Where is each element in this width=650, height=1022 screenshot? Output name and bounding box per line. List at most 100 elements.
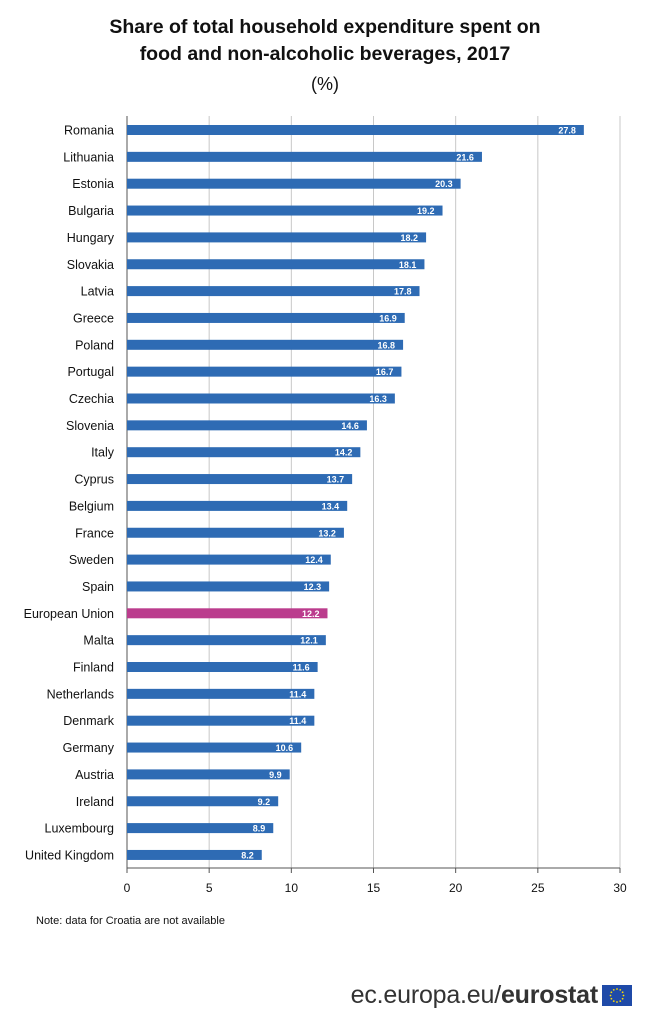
data-label: 10.6 (276, 743, 294, 753)
category-label: Germany (63, 741, 115, 755)
data-label: 16.7 (376, 367, 394, 377)
data-label: 8.9 (253, 824, 266, 834)
category-label: Slovakia (67, 258, 114, 272)
data-label: 9.9 (269, 770, 282, 780)
x-tick-label: 5 (206, 881, 213, 895)
bar (127, 312, 405, 323)
data-label: 16.9 (379, 313, 397, 323)
category-label: Greece (73, 311, 114, 325)
bar (127, 662, 318, 672)
footer-domain: ec.europa.eu/ (350, 980, 501, 1009)
category-label: European Union (24, 607, 114, 621)
bar (127, 232, 427, 243)
bar (127, 366, 402, 377)
bar (127, 608, 328, 619)
data-label: 11.4 (289, 689, 306, 699)
bar (127, 393, 395, 404)
bar (127, 554, 331, 565)
category-label: Luxembourg (45, 822, 115, 836)
category-label: United Kingdom (25, 848, 114, 862)
data-label: 19.2 (417, 206, 435, 216)
category-label: Ireland (76, 795, 114, 809)
bar (127, 581, 330, 592)
category-label: Slovenia (66, 419, 114, 433)
data-label: 18.2 (401, 233, 419, 243)
chart-title: Share of total household expenditure spe… (0, 14, 650, 68)
data-label: 9.2 (258, 797, 271, 807)
bar (127, 178, 461, 189)
data-label: 11.4 (289, 716, 306, 726)
data-label: 16.8 (378, 340, 396, 350)
x-tick-label: 30 (613, 881, 627, 895)
data-label: 17.8 (394, 287, 412, 297)
category-label: Austria (75, 768, 114, 782)
footer-branding: ec.europa.eu/eurostat (351, 980, 632, 1010)
chart-note: Note: data for Croatia are not available (36, 915, 225, 927)
eu-flag-icon (602, 984, 632, 1006)
category-label: Bulgaria (68, 204, 114, 218)
x-tick-label: 0 (124, 881, 131, 895)
bar (127, 286, 420, 297)
data-label: 20.3 (435, 179, 453, 189)
category-label: Lithuania (63, 150, 114, 164)
bar (127, 796, 279, 807)
bar (127, 339, 404, 350)
bar (127, 715, 315, 726)
data-label: 18.1 (399, 260, 417, 270)
category-label: Latvia (81, 285, 114, 299)
bar (127, 742, 302, 753)
data-label: 12.2 (302, 609, 320, 619)
bar (127, 527, 344, 538)
category-label: Estonia (72, 177, 114, 191)
category-label: Denmark (63, 714, 114, 728)
data-label: 14.6 (341, 421, 359, 431)
x-tick-label: 15 (367, 881, 381, 895)
bar (127, 849, 262, 860)
data-label: 14.2 (335, 448, 353, 458)
bar (127, 205, 443, 216)
bar (127, 151, 482, 162)
category-label: Netherlands (47, 687, 114, 701)
category-label: France (75, 526, 114, 540)
data-label: 27.8 (558, 126, 576, 136)
data-label: 16.3 (369, 394, 387, 404)
bar (127, 125, 584, 135)
bar (127, 688, 315, 699)
category-label: Czechia (69, 392, 114, 406)
data-label: 12.3 (304, 582, 322, 592)
category-label: Cyprus (74, 473, 114, 487)
x-tick-label: 20 (449, 881, 463, 895)
bar (127, 769, 290, 780)
category-label: Malta (83, 634, 114, 648)
chart-subtitle: (%) (311, 74, 339, 94)
data-label: 12.1 (300, 636, 318, 646)
data-label: 11.6 (293, 663, 310, 673)
data-label: 13.7 (327, 475, 345, 485)
footer-brand: eurostat (500, 980, 598, 1009)
category-label: Poland (75, 338, 114, 352)
x-tick-label: 25 (531, 881, 545, 895)
bar (127, 259, 425, 270)
category-label: Portugal (67, 365, 114, 379)
bar (127, 635, 326, 646)
x-tick-label: 10 (285, 881, 299, 895)
category-label: Spain (82, 580, 114, 594)
data-label: 13.2 (318, 528, 336, 538)
category-label: Romania (64, 124, 114, 138)
data-label: 21.6 (456, 152, 474, 162)
category-label: Finland (73, 661, 114, 675)
category-label: Belgium (69, 499, 114, 513)
bar-chart: 0 5 10 15 20 25 30 Romania 27.8 Lithuania 21.6 Esto… (24, 116, 627, 895)
bar (127, 474, 353, 485)
bar (127, 823, 274, 834)
data-label: 12.4 (305, 555, 323, 565)
category-label: Sweden (69, 553, 114, 567)
category-label: Italy (91, 446, 115, 460)
data-label: 8.2 (241, 850, 254, 860)
bar (127, 447, 361, 458)
chart-title-text: Share of total household expenditure spe… (109, 16, 541, 65)
bar (127, 420, 367, 431)
data-label: 13.4 (322, 501, 340, 511)
bar (127, 500, 348, 511)
footer-source: ec.europa.eu/eurostat (350, 980, 599, 1010)
